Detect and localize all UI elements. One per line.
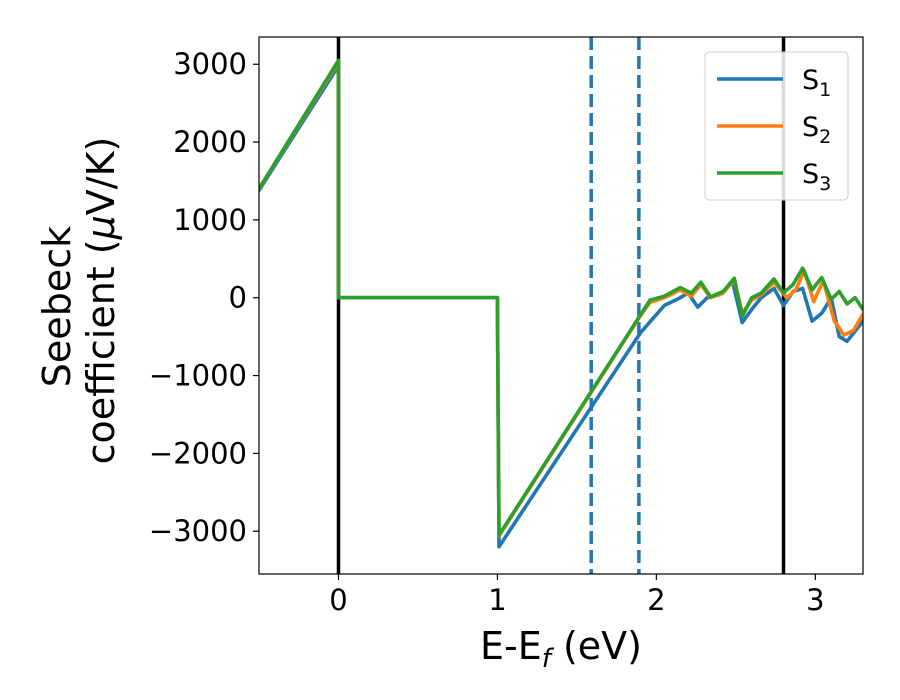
series-line-s3: [259, 58, 863, 537]
y-axis-label: Seebeck coefficient (μV/K): [35, 137, 123, 465]
x-tick-label: 1: [488, 583, 506, 617]
series-lines: [259, 58, 863, 549]
y-axis-label-unit: V/K): [79, 137, 123, 216]
y-axis-label-line2: coefficient (μV/K): [79, 137, 123, 465]
y-axis-label-prefix: coefficient (: [79, 239, 123, 464]
legend: S1 S2 S3: [704, 51, 849, 201]
axis-ticks: 0 1 2 3 −3000 −2000 −1000 0 1000 2000 3000: [149, 47, 825, 617]
legend-label-s1: S1: [802, 65, 831, 101]
x-tick-label: 3: [806, 583, 824, 617]
legend-label-s2: S2: [802, 112, 831, 148]
y-tick-label: 2000: [173, 125, 247, 159]
x-axis-label: E-Ef (eV): [480, 624, 642, 674]
x-axis-label-main: E-E: [480, 624, 542, 668]
legend-label-s3: S3: [802, 159, 831, 195]
y-tick-label: −2000: [149, 436, 247, 470]
y-tick-label: −1000: [149, 359, 247, 393]
plot-frame: [258, 36, 864, 575]
x-tick-label: 2: [647, 583, 665, 617]
y-tick-label: 0: [229, 281, 247, 315]
y-axis-label-line1: Seebeck: [35, 226, 79, 387]
series-line-s1: [259, 64, 863, 549]
y-tick-label: 1000: [173, 203, 247, 237]
x-tick-label: 0: [329, 583, 347, 617]
y-axis-label-mu: μ: [79, 215, 123, 240]
x-axis-label-unit: (eV): [551, 624, 642, 668]
y-tick-label: −3000: [149, 514, 247, 548]
y-tick-label: 3000: [173, 47, 247, 81]
